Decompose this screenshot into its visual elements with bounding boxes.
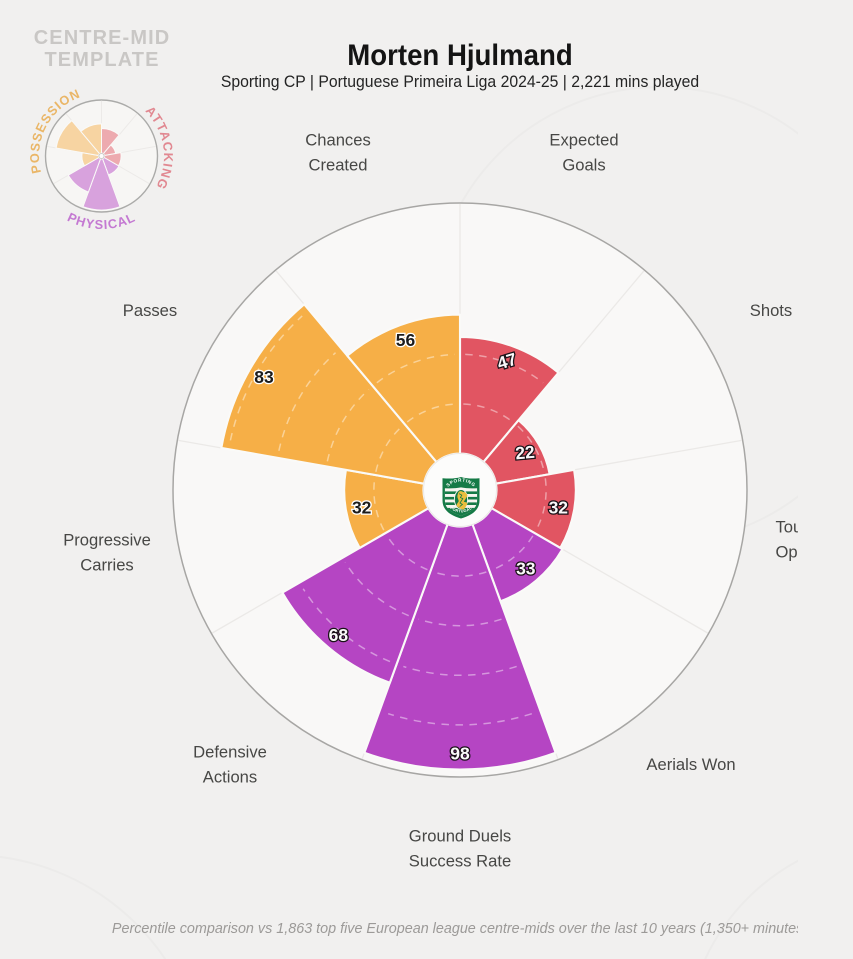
svg-text:68: 68 (329, 625, 349, 645)
svg-text:32: 32 (549, 497, 569, 517)
svg-text:32: 32 (352, 497, 372, 517)
svg-text:PHYSICAL: PHYSICAL (65, 209, 138, 232)
svg-text:PORTUGAL: PORTUGAL (449, 506, 473, 514)
svg-text:83: 83 (254, 367, 274, 387)
svg-text:22: 22 (514, 442, 535, 464)
svg-text:98: 98 (450, 744, 470, 764)
svg-text:33: 33 (516, 558, 536, 578)
svg-text:56: 56 (396, 330, 416, 350)
